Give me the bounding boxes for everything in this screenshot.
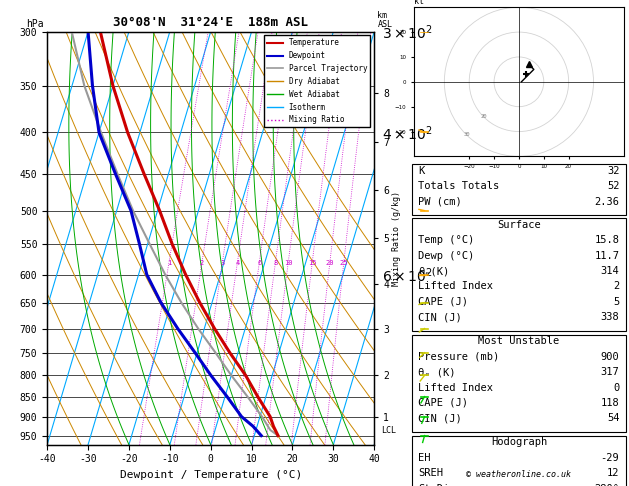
- Text: Lifted Index: Lifted Index: [418, 382, 493, 393]
- Text: θₑ(K): θₑ(K): [418, 266, 450, 276]
- Text: Dewp (°C): Dewp (°C): [418, 251, 475, 260]
- Text: 11.7: 11.7: [594, 251, 620, 260]
- Text: Totals Totals: Totals Totals: [418, 181, 499, 191]
- Text: 6: 6: [257, 260, 262, 266]
- Text: Pressure (mb): Pressure (mb): [418, 352, 499, 362]
- Bar: [412, 164, 626, 215]
- Text: 5: 5: [613, 297, 620, 307]
- Text: Temp (°C): Temp (°C): [418, 235, 475, 245]
- Text: 4: 4: [235, 260, 240, 266]
- Text: 15.8: 15.8: [594, 235, 620, 245]
- Text: 338: 338: [601, 312, 620, 322]
- Text: CAPE (J): CAPE (J): [418, 297, 469, 307]
- Text: 20: 20: [326, 260, 334, 266]
- Text: θₑ (K): θₑ (K): [418, 367, 456, 377]
- Text: 2: 2: [613, 281, 620, 292]
- Text: 118: 118: [601, 398, 620, 408]
- Text: 0: 0: [613, 382, 620, 393]
- Text: 52: 52: [607, 181, 620, 191]
- Text: 25: 25: [340, 260, 348, 266]
- Text: Lifted Index: Lifted Index: [418, 281, 493, 292]
- Text: EH: EH: [418, 453, 431, 463]
- Text: CAPE (J): CAPE (J): [418, 398, 469, 408]
- Bar: [412, 436, 626, 486]
- Text: K: K: [418, 166, 425, 176]
- Text: 54: 54: [607, 413, 620, 423]
- Text: LCL: LCL: [381, 426, 396, 434]
- Text: Mixing Ratio (g/kg): Mixing Ratio (g/kg): [392, 191, 401, 286]
- Text: 30°08'N  31°24'E  188m ASL: 30°08'N 31°24'E 188m ASL: [113, 16, 308, 29]
- Text: PW (cm): PW (cm): [418, 197, 462, 207]
- Text: 314: 314: [601, 266, 620, 276]
- Text: Hodograph: Hodograph: [491, 437, 547, 448]
- Text: 280°: 280°: [594, 484, 620, 486]
- Text: CIN (J): CIN (J): [418, 312, 462, 322]
- Text: CIN (J): CIN (J): [418, 413, 462, 423]
- Text: 900: 900: [601, 352, 620, 362]
- Text: StmDir: StmDir: [418, 484, 456, 486]
- Text: 8: 8: [273, 260, 277, 266]
- Text: km
ASL: km ASL: [377, 11, 392, 29]
- Text: -29: -29: [601, 453, 620, 463]
- Legend: Temperature, Dewpoint, Parcel Trajectory, Dry Adiabat, Wet Adiabat, Isotherm, Mi: Temperature, Dewpoint, Parcel Trajectory…: [264, 35, 370, 127]
- Bar: [412, 335, 626, 432]
- Text: SREH: SREH: [418, 468, 443, 478]
- Text: 317: 317: [601, 367, 620, 377]
- Text: 15: 15: [308, 260, 316, 266]
- Text: 12: 12: [607, 468, 620, 478]
- Text: © weatheronline.co.uk: © weatheronline.co.uk: [467, 470, 571, 479]
- Text: 2: 2: [200, 260, 204, 266]
- Text: 1: 1: [167, 260, 171, 266]
- X-axis label: Dewpoint / Temperature (°C): Dewpoint / Temperature (°C): [120, 470, 302, 480]
- Bar: [412, 219, 626, 331]
- Text: 3: 3: [220, 260, 225, 266]
- Text: 2.36: 2.36: [594, 197, 620, 207]
- Text: 10: 10: [284, 260, 292, 266]
- Text: Surface: Surface: [497, 220, 541, 230]
- Text: 32: 32: [607, 166, 620, 176]
- Text: hPa: hPa: [26, 19, 44, 29]
- Text: Most Unstable: Most Unstable: [478, 336, 560, 347]
